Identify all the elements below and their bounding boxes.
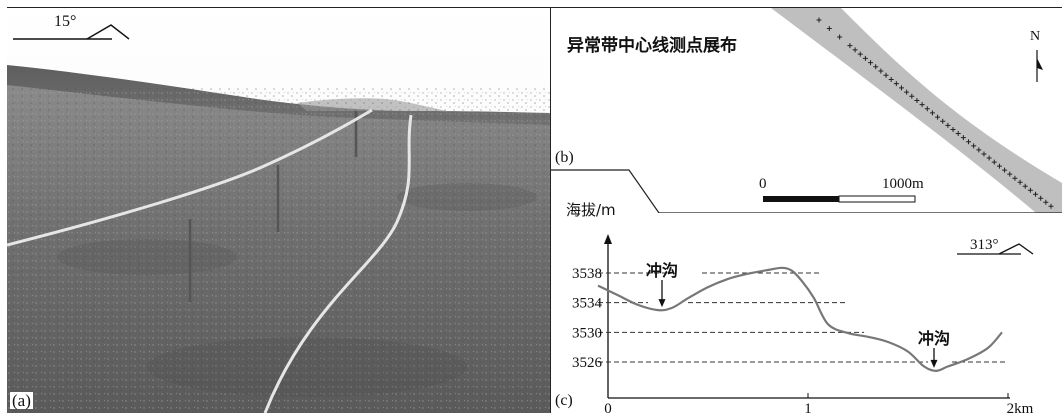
measuring-point-icon	[991, 159, 997, 165]
x-tick-label: 1	[804, 401, 812, 415]
gully-annotation-label: 冲沟	[918, 329, 950, 348]
panel-a-label: (a)	[10, 391, 33, 410]
measuring-point-icon	[1012, 175, 1018, 181]
measuring-point-icon	[960, 135, 966, 141]
measuring-point-icon	[1038, 195, 1044, 201]
measuring-points	[816, 17, 1054, 209]
x-tick-label: 0	[604, 401, 612, 415]
panel-b-label: (b)	[555, 149, 574, 166]
measuring-point-icon	[955, 131, 961, 137]
panel-a-orientation-label: 15°	[54, 13, 77, 30]
measuring-point-icon	[873, 64, 879, 70]
anomaly-band	[771, 8, 1062, 213]
measuring-point-icon	[826, 26, 832, 32]
y-tick-label: 3526	[572, 355, 603, 371]
measuring-point-icon	[868, 60, 874, 66]
measuring-point-icon	[981, 151, 987, 157]
panel-b-map	[551, 8, 1062, 214]
gully-annotation-label: 冲沟	[646, 261, 678, 280]
measuring-point-icon	[1022, 183, 1028, 189]
y-tick-label: 3538	[572, 266, 602, 282]
measuring-point-icon	[816, 17, 822, 23]
measuring-point-icon	[862, 55, 868, 61]
orientation-symbol-a	[13, 24, 130, 40]
orientation-symbol-c	[957, 243, 1034, 255]
measuring-point-icon	[935, 114, 941, 120]
measuring-point-icon	[976, 147, 982, 153]
panel-a-photo	[6, 7, 550, 414]
panel-c-profile: 3538 3534 3530 3526 0 1 2km 冲沟 冲沟	[551, 214, 1062, 417]
gully-arrowhead-icon	[930, 359, 938, 368]
top-border	[7, 7, 1062, 8]
measuring-point-icon	[950, 126, 956, 132]
y-tick-label: 3530	[572, 325, 602, 341]
boundary-line-left	[6, 108, 373, 247]
north-label: N	[1030, 29, 1041, 44]
measuring-point-icon	[986, 155, 992, 161]
measuring-point-icon	[878, 68, 884, 74]
measuring-point-icon	[909, 93, 915, 99]
elevation-profile-line	[597, 266, 1003, 373]
measuring-point-icon	[971, 143, 977, 149]
measuring-point-icon	[883, 72, 889, 78]
measuring-point-icon	[914, 97, 920, 103]
panel-c-label: (c)	[555, 392, 573, 409]
measuring-point-icon	[945, 122, 951, 128]
measuring-point-icon	[966, 139, 972, 145]
gully-arrowhead-icon	[658, 299, 666, 308]
y-axis-arrow-icon	[604, 234, 612, 244]
scale-bar	[763, 195, 916, 203]
measuring-point-icon	[888, 76, 894, 82]
measuring-point-icon	[1002, 167, 1008, 173]
boundary-line-right	[263, 114, 413, 414]
measuring-point-icon	[847, 43, 853, 49]
measuring-point-icon	[1017, 179, 1023, 185]
measuring-point-icon	[1033, 191, 1039, 197]
panel-b-title: 异常带中心线测点展布	[567, 36, 737, 56]
measuring-point-icon	[1007, 171, 1013, 177]
profile-ylabel: 海拔/m	[566, 201, 616, 219]
scale-end-label: 1000m	[882, 176, 924, 192]
measuring-point-icon	[919, 102, 925, 108]
measuring-point-icon	[1048, 203, 1054, 209]
photo-illustration	[6, 7, 550, 414]
scale-start-label: 0	[759, 176, 767, 192]
north-arrow-icon	[1036, 50, 1043, 82]
measuring-point-icon	[1027, 187, 1033, 193]
measuring-point-icon	[940, 118, 946, 124]
measuring-point-icon	[893, 81, 899, 87]
measuring-point-icon	[904, 89, 910, 95]
measuring-point-icon	[852, 47, 858, 53]
measuring-point-icon	[996, 163, 1002, 169]
panel-c-orientation-label: 313°	[970, 237, 999, 253]
measuring-point-icon	[929, 110, 935, 116]
y-tick-label: 3534	[572, 296, 603, 312]
measuring-point-icon	[1043, 199, 1049, 205]
x-tick-label: 2km	[1007, 401, 1034, 415]
measuring-point-icon	[857, 51, 863, 57]
panel-divider	[550, 7, 551, 413]
measuring-point-icon	[837, 34, 843, 40]
measuring-point-icon	[898, 85, 904, 91]
measuring-point-icon	[924, 106, 930, 112]
